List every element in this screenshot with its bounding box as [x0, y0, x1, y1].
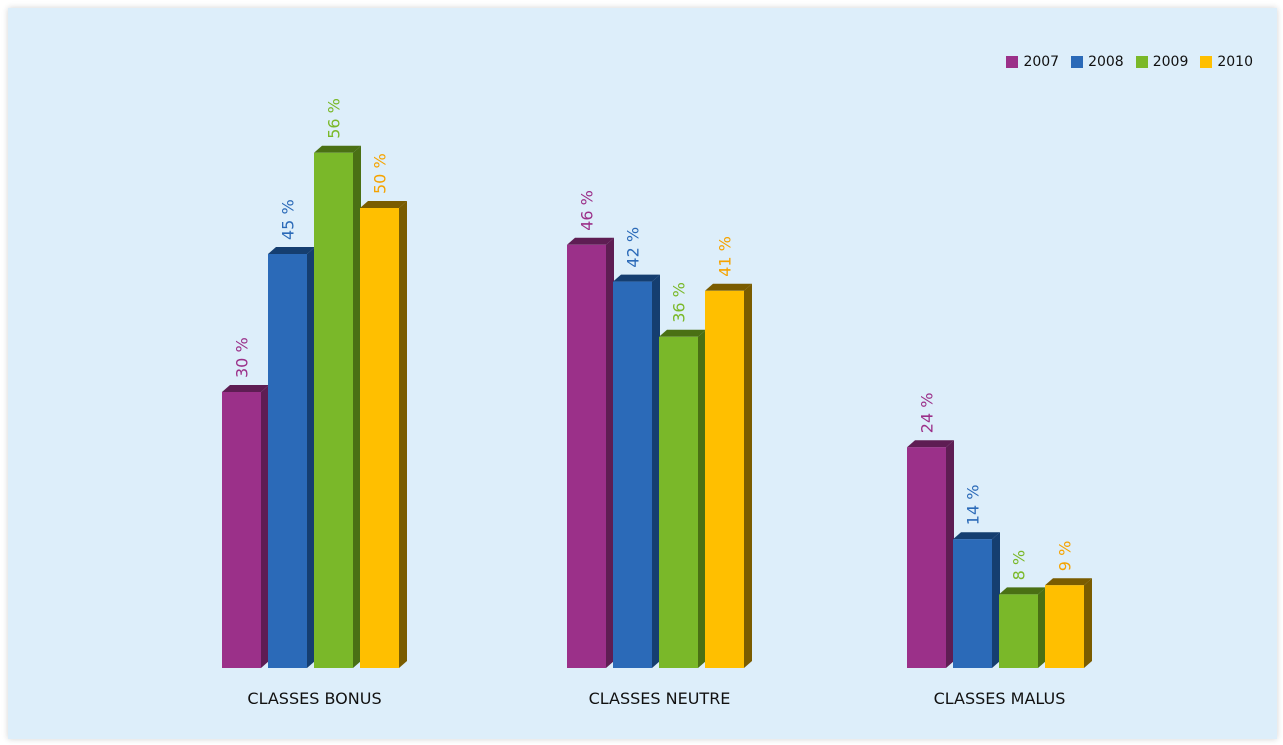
- value-label-2010-2: 9 %: [1056, 541, 1075, 571]
- value-label-2009-0: 56 %: [325, 98, 344, 139]
- bar-top-2007-0: [222, 385, 269, 392]
- bar-top-2009-1: [659, 329, 706, 337]
- legend-item-2008: 2008: [1071, 54, 1124, 70]
- bar-side-2007-0: [261, 385, 269, 668]
- value-label-2009-2: 8 %: [1010, 550, 1029, 580]
- bar-top-2009-2: [999, 587, 1046, 595]
- bar-side-2010-0: [399, 201, 407, 668]
- value-label-2010-0: 50 %: [371, 153, 390, 194]
- bar-top-2007-1: [567, 237, 614, 245]
- bar-side-2009-0: [353, 145, 361, 669]
- legend-label-2010: 2010: [1217, 54, 1253, 70]
- legend-label-2009: 2009: [1152, 54, 1189, 70]
- value-label-2008-1: 42 %: [624, 227, 643, 268]
- bar-top-2007-2: [907, 440, 954, 448]
- chart-legend: 2007 2008 2009 2010: [1006, 54, 1253, 70]
- bar-2008-1: [613, 281, 652, 668]
- category-label-1: CLASSES NEUTRE: [589, 689, 731, 708]
- legend-swatch-2009: [1135, 56, 1148, 68]
- bar-2009-2: [999, 594, 1038, 668]
- bar-2007-0: [222, 392, 261, 668]
- value-label-2007-0: 30 %: [233, 337, 252, 378]
- legend-label-2008: 2008: [1088, 54, 1124, 70]
- bar-side-2007-2: [946, 440, 954, 668]
- bar-top-2010-1: [705, 283, 752, 291]
- bar-2008-2: [953, 539, 992, 668]
- legend-item-2010: 2010: [1200, 54, 1253, 70]
- bar-side-2008-1: [652, 274, 660, 668]
- legend-swatch-2010: [1200, 56, 1213, 68]
- legend-item-2009: 2009: [1135, 54, 1189, 70]
- value-label-2010-1: 41 %: [716, 236, 735, 277]
- value-label-2008-0: 45 %: [279, 199, 298, 240]
- bar-side-2007-1: [606, 237, 614, 669]
- bar-2009-0: [314, 152, 353, 669]
- bar-top-2009-0: [314, 145, 361, 153]
- bar-top-2008-0: [268, 247, 315, 254]
- bar-2009-1: [659, 336, 698, 668]
- category-label-2: CLASSES MALUS: [934, 689, 1066, 708]
- value-label-2007-1: 46 %: [578, 190, 597, 231]
- legend-item-2007: 2007: [1006, 54, 1059, 70]
- category-label-0: CLASSES BONUS: [247, 689, 381, 708]
- bar-side-2010-1: [744, 283, 752, 668]
- bar-top-2008-2: [953, 532, 1000, 540]
- legend-swatch-2007: [1006, 56, 1019, 68]
- bar-side-2010-2: [1084, 578, 1092, 668]
- value-label-2007-2: 24 %: [918, 393, 937, 434]
- bar-side-2009-2: [1038, 587, 1046, 668]
- bar-side-2008-0: [307, 247, 315, 668]
- bar-top-2008-1: [613, 274, 660, 282]
- bar-top-2010-0: [360, 201, 407, 208]
- bar-2010-2: [1045, 585, 1084, 668]
- value-label-2009-1: 36 %: [670, 282, 689, 323]
- bar-2007-1: [567, 244, 606, 669]
- bar-side-2009-1: [698, 329, 706, 668]
- bar-2008-0: [268, 254, 307, 668]
- legend-swatch-2008: [1071, 56, 1084, 68]
- bar-2010-1: [705, 290, 744, 668]
- legend-label-2007: 2007: [1023, 54, 1060, 70]
- bar-2007-2: [907, 447, 946, 668]
- bar-2010-0: [360, 208, 399, 668]
- bar-top-2010-2: [1045, 578, 1092, 586]
- bar-side-2008-2: [992, 532, 1000, 668]
- value-label-2008-2: 14 %: [964, 485, 983, 526]
